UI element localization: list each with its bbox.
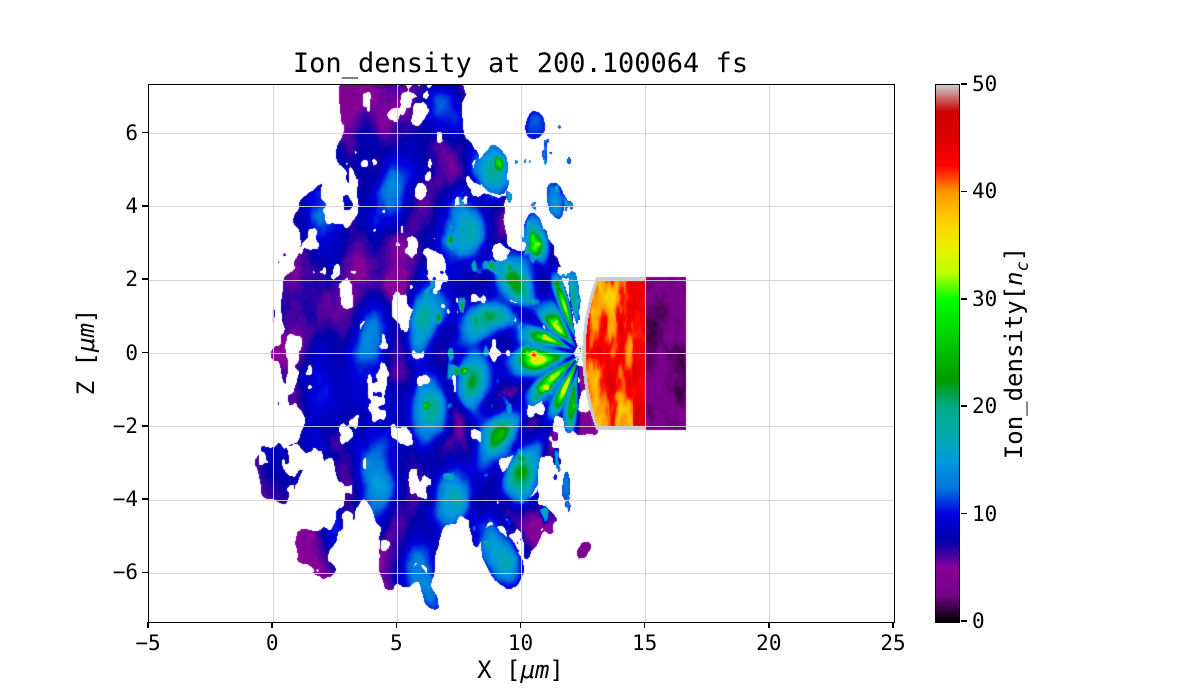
grid-line-horizontal bbox=[149, 426, 894, 428]
gridlines bbox=[149, 85, 894, 622]
colorbar-tick-mark bbox=[961, 298, 967, 300]
grid-line-horizontal bbox=[149, 353, 894, 354]
chart-title: Ion_density at 200.100064 fs bbox=[292, 48, 749, 79]
x-tick-label: 0 bbox=[265, 631, 279, 655]
x-tick-label: 10 bbox=[507, 631, 534, 655]
colorbar-tick-label: 10 bbox=[972, 501, 998, 526]
x-axis-label-close: ] bbox=[549, 656, 564, 684]
grid-line-horizontal bbox=[149, 206, 894, 208]
x-tick-label: 20 bbox=[756, 631, 782, 655]
x-axis-label-text: X [ bbox=[477, 656, 521, 684]
x-tick-label: 25 bbox=[880, 631, 906, 655]
y-axis-label-close: ] bbox=[72, 308, 100, 324]
colorbar-label-close: ] bbox=[1000, 246, 1029, 262]
grid-line-horizontal bbox=[149, 133, 894, 135]
colorbar-label: Ion_density[nc] bbox=[1000, 247, 1032, 459]
x-tick-label: 15 bbox=[632, 631, 658, 655]
colorbar bbox=[935, 84, 960, 623]
y-axis-label: Z [μm] bbox=[72, 309, 100, 396]
colorbar-tick-mark bbox=[961, 512, 967, 515]
y-tick-label: 6 bbox=[125, 120, 138, 145]
x-axis-label: X [μm] bbox=[148, 656, 893, 684]
y-tick-label: 2 bbox=[125, 267, 138, 292]
colorbar-tick-mark bbox=[961, 83, 967, 85]
y-tick-label: −2 bbox=[112, 413, 138, 438]
colorbar-tick-mark bbox=[961, 620, 967, 622]
plot-area bbox=[148, 84, 895, 623]
colorbar-tick-mark bbox=[961, 190, 967, 193]
colorbar-label-symbol: n bbox=[1000, 271, 1029, 286]
y-axis-unit: μm bbox=[72, 323, 100, 352]
colorbar-label-text: Ion_density[ bbox=[1000, 285, 1029, 460]
grid-line-horizontal bbox=[149, 572, 894, 574]
y-axis-label-text: Z [ bbox=[72, 352, 100, 396]
colorbar-tick-label: 40 bbox=[972, 179, 998, 204]
x-axis-unit: μm bbox=[520, 656, 550, 684]
x-tick-label: −5 bbox=[135, 631, 161, 655]
x-tick-label: 5 bbox=[390, 631, 403, 655]
grid-line-horizontal bbox=[149, 499, 894, 501]
grid-line-horizontal bbox=[149, 279, 894, 281]
y-tick-label: 4 bbox=[125, 193, 138, 218]
y-tick-label: −6 bbox=[112, 560, 138, 585]
colorbar-tick-label: 0 bbox=[972, 609, 985, 633]
colorbar-label-subscript: c bbox=[1011, 261, 1032, 272]
colorbar-tick-mark bbox=[961, 405, 967, 407]
y-tick-label: −4 bbox=[112, 487, 138, 512]
colorbar-tick-label: 50 bbox=[972, 72, 998, 96]
